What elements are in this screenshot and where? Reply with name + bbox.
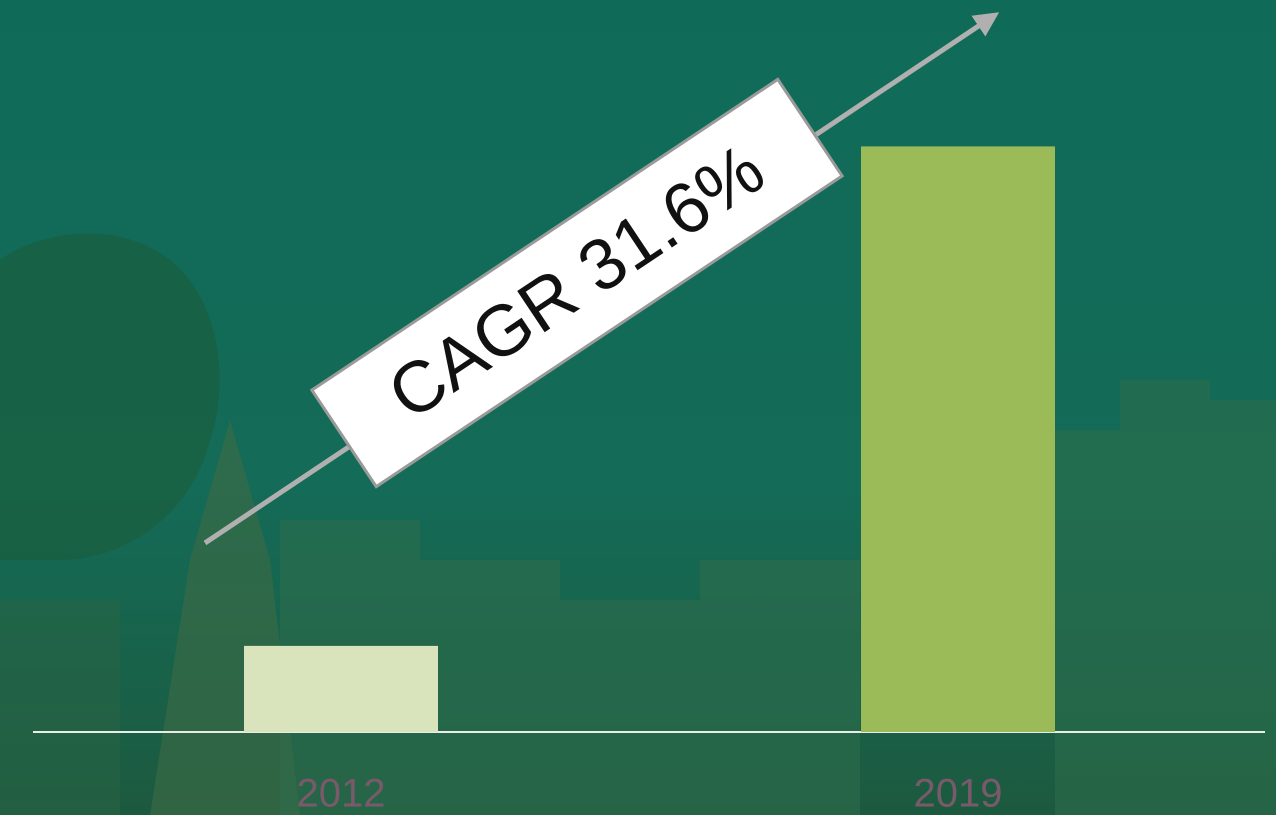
x-tick-label: 2012 xyxy=(297,772,386,815)
x-tick-label: 2019 xyxy=(914,772,1003,815)
bar xyxy=(244,645,438,732)
bar xyxy=(861,146,1055,732)
callout-box xyxy=(309,77,845,489)
